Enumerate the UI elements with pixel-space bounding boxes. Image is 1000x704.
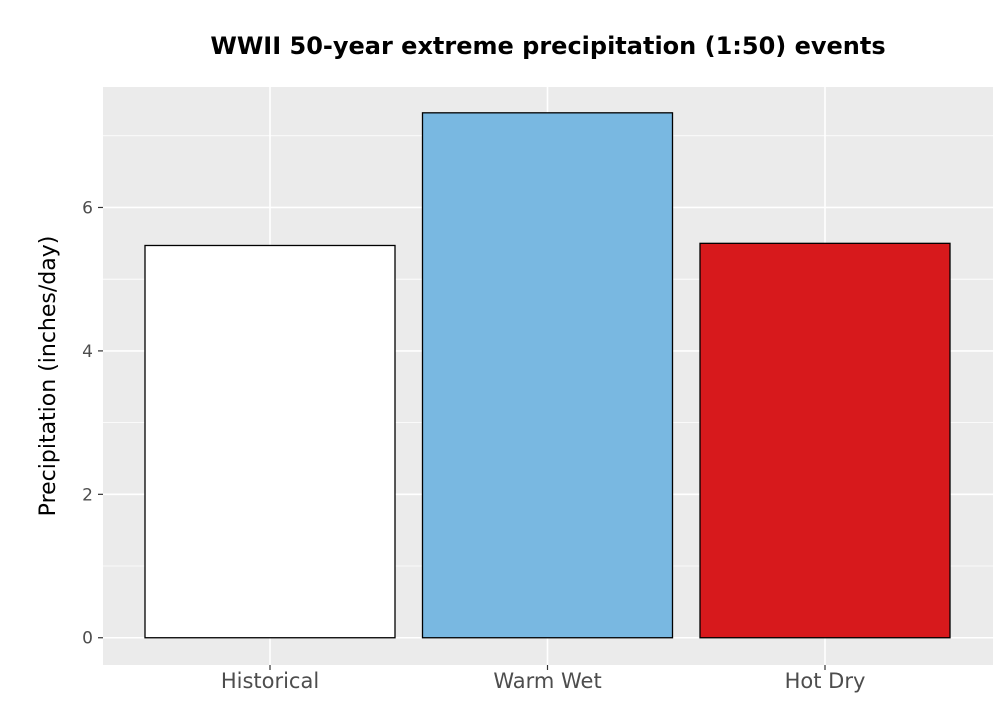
y-tick-label: 4 [82,342,93,362]
x-tick-label: Hot Dry [785,669,866,693]
y-tick-label: 6 [82,198,93,218]
chart-title: WWII 50-year extreme precipitation (1:50… [210,32,885,60]
y-tick-label: 2 [82,485,93,505]
x-tick-label: Warm Wet [493,669,601,693]
bar-historical [144,244,396,639]
y-axis-title: Precipitation (inches/day) [36,236,61,517]
bar-hot-dry [699,242,951,639]
y-axis: 0 2 4 6 [82,198,103,649]
bars [144,112,951,639]
x-tick-label: Historical [221,669,319,693]
x-axis: Historical Warm Wet Hot Dry [221,665,866,693]
y-tick-label: 0 [82,629,93,649]
bar-warm-wet [421,112,674,639]
